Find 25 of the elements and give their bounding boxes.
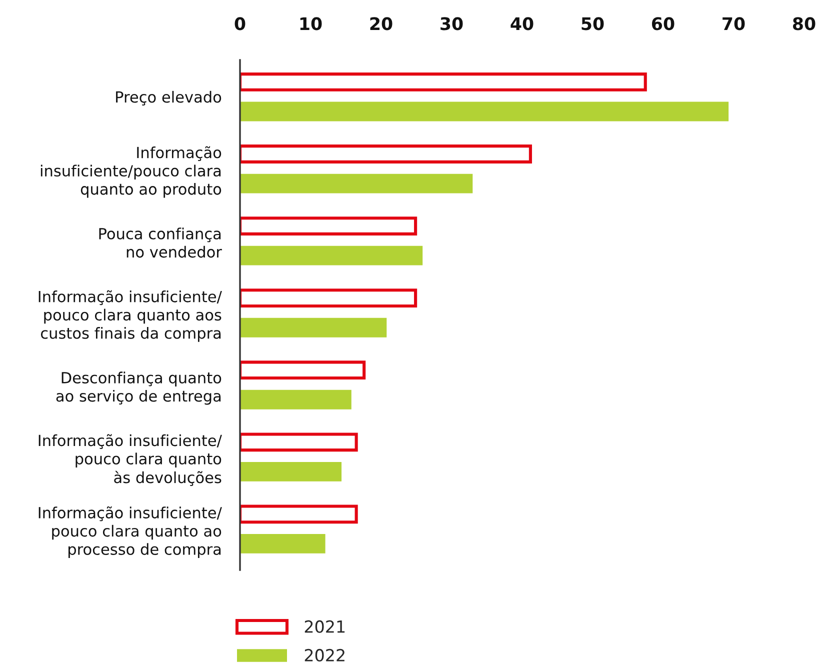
bar	[240, 174, 473, 194]
bar	[240, 246, 423, 266]
x-tick-label: 0	[234, 17, 246, 30]
y-tick-label: Desconfiança quanto ao serviço de entrega	[56, 372, 222, 405]
x-tick-label: 50	[582, 17, 604, 30]
x-tick-label: 30	[440, 17, 463, 30]
x-tick-label: 10	[300, 17, 322, 30]
bar	[240, 390, 352, 410]
bar	[240, 534, 326, 554]
y-tick-label: Informação insuficiente/ pouco clara quanto ao processo de compra	[38, 506, 222, 558]
legend-label: 2021	[304, 620, 345, 633]
bar	[240, 462, 342, 482]
x-tick-label: 60	[652, 17, 674, 30]
x-tick-label: 70	[722, 17, 745, 30]
x-tick-label: 40	[510, 17, 534, 30]
legend-label: 2022	[304, 648, 344, 662]
y-tick-label: Informação insuficiente/ pouco clara quanto às devoluções	[38, 434, 222, 486]
y-tick-label: Preço elevado	[116, 90, 222, 106]
x-tick-label: 20	[370, 17, 392, 30]
y-tick-label: Informação insuficiente/pouco clara quanto ao produto	[40, 146, 222, 198]
y-tick-label: Informação insuficiente/ pouco clara quanto aos custos finais da compra	[38, 290, 222, 342]
bar	[240, 102, 729, 122]
x-tick-label: 80	[792, 17, 816, 30]
y-tick-label: Pouca confiança no vendedor	[99, 228, 222, 258]
bar	[240, 318, 387, 338]
